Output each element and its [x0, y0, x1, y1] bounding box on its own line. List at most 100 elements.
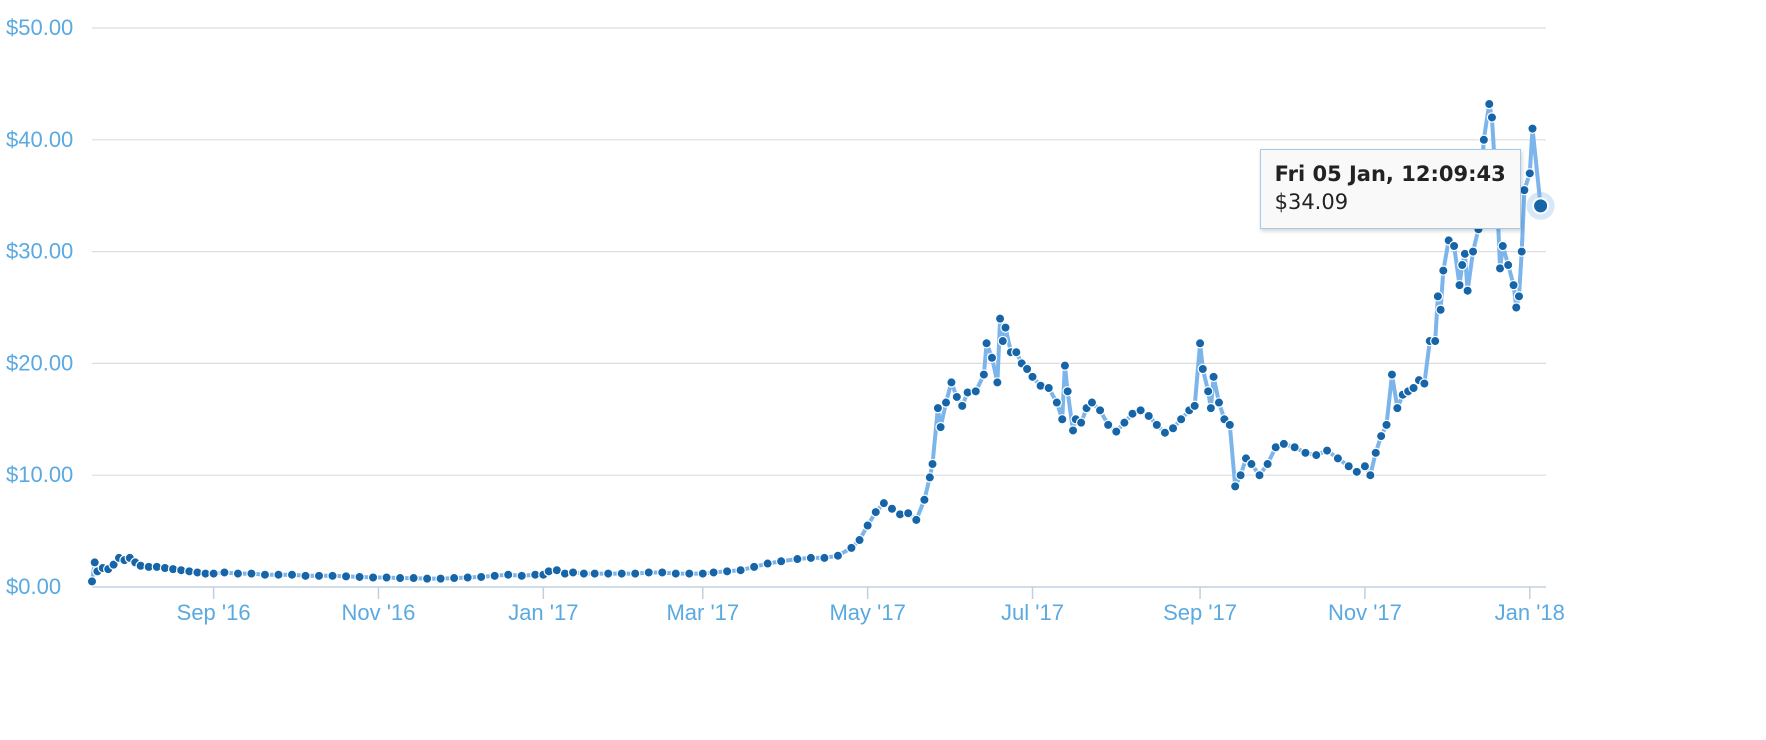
- data-point: [643, 567, 654, 578]
- data-point: [1208, 371, 1219, 383]
- data-point: [1457, 259, 1468, 271]
- data-point: [1230, 481, 1241, 492]
- data-point: [630, 568, 641, 579]
- data-point: [1143, 410, 1154, 422]
- data-point: [1205, 402, 1217, 414]
- data-point: [862, 520, 873, 531]
- data-point: [1197, 363, 1208, 375]
- data-point: [1224, 419, 1235, 431]
- data-point: [1511, 302, 1522, 313]
- data-point: [1478, 134, 1490, 145]
- data-point: [1311, 449, 1322, 461]
- tooltip-date: Fri 05 Jan, 12:09:43: [1274, 161, 1506, 186]
- data-point: [911, 514, 922, 526]
- data-point: [957, 400, 968, 412]
- data-point: [1365, 470, 1376, 481]
- data-point: [340, 571, 352, 582]
- data-point: [940, 397, 952, 408]
- data-point: [1067, 425, 1079, 436]
- x-axis: Sep '16 Nov '16 Jan '17 Mar '17 May '17 Jul '…: [92, 586, 1565, 625]
- data-point: [775, 556, 787, 567]
- data-point: [992, 377, 1003, 388]
- data-point: [924, 472, 936, 483]
- data-point: [408, 572, 419, 584]
- hover-point: [1532, 197, 1550, 215]
- data-point: [970, 386, 981, 397]
- price-series[interactable]: [86, 98, 1546, 587]
- data-point: [1300, 447, 1311, 459]
- data-point: [1370, 447, 1381, 459]
- y-tick-label: $50.00: [6, 15, 73, 40]
- data-point: [1086, 397, 1098, 408]
- data-point: [986, 352, 998, 364]
- data-point: [854, 534, 865, 546]
- data-point: [1289, 442, 1300, 453]
- data-point: [1094, 405, 1106, 416]
- data-point: [1159, 427, 1171, 438]
- data-point: [1167, 423, 1179, 434]
- y-tick-label: $20.00: [6, 350, 73, 375]
- data-point: [1278, 438, 1290, 450]
- data-point: [762, 558, 773, 569]
- data-point: [567, 567, 579, 578]
- data-point: [951, 391, 963, 403]
- x-tick-label: Mar '17: [666, 600, 739, 625]
- data-point: [819, 552, 830, 564]
- data-point: [246, 568, 257, 579]
- data-point: [1057, 414, 1068, 425]
- data-point: [670, 568, 681, 579]
- data-point: [1111, 426, 1122, 437]
- data-point: [1513, 291, 1525, 302]
- data-point: [367, 572, 379, 583]
- data-point: [1011, 347, 1022, 358]
- y-tick-label: $40.00: [6, 127, 73, 152]
- data-point: [1343, 461, 1354, 472]
- data-point: [394, 572, 406, 584]
- data-point: [1202, 386, 1214, 397]
- data-point: [1332, 453, 1344, 464]
- data-point: [832, 550, 844, 561]
- data-point: [1246, 458, 1257, 470]
- data-point: [981, 338, 992, 349]
- data-point: [878, 497, 890, 509]
- x-tick-label: Nov '17: [1328, 600, 1402, 625]
- data-point: [86, 576, 98, 587]
- data-point: [1254, 470, 1265, 481]
- data-point: [1262, 458, 1273, 470]
- data-point: [935, 421, 946, 433]
- data-point: [708, 567, 719, 578]
- x-tick-label: May '17: [829, 600, 905, 625]
- data-point: [516, 570, 527, 582]
- data-point: [657, 567, 668, 578]
- data-point: [1497, 240, 1508, 252]
- data-point: [300, 570, 311, 582]
- data-point: [927, 458, 938, 470]
- y-tick-label: $10.00: [6, 462, 73, 487]
- data-point: [919, 494, 930, 505]
- x-tick-label: Sep '16: [177, 600, 251, 625]
- data-point: [448, 572, 460, 584]
- data-point: [462, 572, 473, 583]
- data-point: [1059, 360, 1071, 371]
- data-point: [1000, 322, 1011, 333]
- data-point: [421, 573, 433, 584]
- data-point: [1102, 419, 1114, 431]
- data-point: [259, 569, 271, 580]
- data-point: [1508, 279, 1519, 291]
- data-point: [1486, 112, 1498, 123]
- data-point: [1135, 405, 1146, 416]
- data-point: [805, 552, 817, 564]
- data-point: [1062, 386, 1073, 397]
- y-axis-labels: $0.00 $10.00 $20.00 $30.00 $40.00 $50.00: [6, 15, 73, 599]
- data-point: [108, 559, 119, 570]
- data-point: [1375, 430, 1387, 442]
- data-point: [1454, 279, 1465, 291]
- data-point: [997, 335, 1008, 347]
- data-point: [475, 571, 487, 583]
- data-point: [1524, 168, 1535, 179]
- data-point: [1321, 445, 1333, 456]
- data-point: [327, 570, 338, 582]
- data-point: [994, 313, 1006, 324]
